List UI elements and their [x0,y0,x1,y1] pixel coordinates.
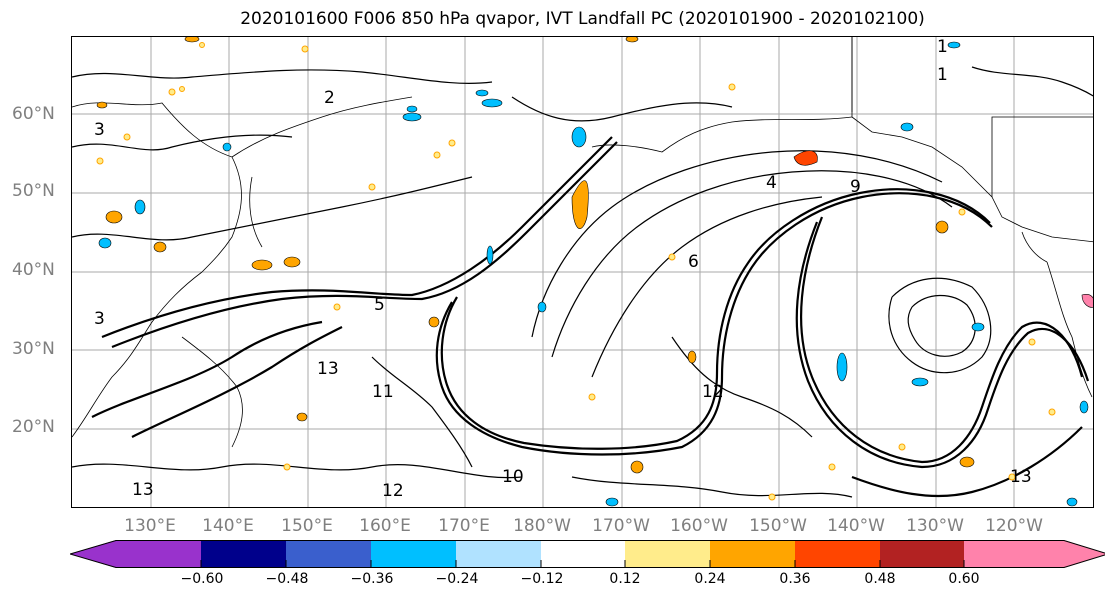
qvapor-patches [96,37,1093,507]
ivt-contours-bold [91,136,1090,498]
lon-label-140e: 140°E [202,516,254,536]
graticule [72,37,1093,507]
map-panel: 1 1 2 3 3 4 5 6 9 10 11 12 12 13 13 13 [71,36,1094,508]
lon-label-180w: 180°W [513,516,571,536]
contour-label: 10 [502,467,524,487]
lon-label-140w: 140°W [827,516,885,536]
lat-label-40n: 40°N [12,260,55,280]
colorbar-bin [456,540,541,568]
colorbar-tick: −0.12 [520,571,564,587]
colorbar-bin [795,540,880,568]
contour-label: 12 [382,481,404,501]
colorbar-tick: 0.24 [694,571,726,587]
colorbar-bin [116,540,201,568]
contour-label: 1 [937,37,948,57]
lon-label-130w: 130°W [906,516,964,536]
contour-labels: 1 1 2 3 3 4 5 6 9 10 11 12 12 13 13 13 [94,37,1032,501]
coastlines [72,37,1093,448]
contour-label: 9 [850,177,861,197]
lon-label-150e: 150°E [281,516,333,536]
contour-label: 13 [132,480,154,500]
lon-label-120w: 120°W [985,516,1043,536]
lon-label-130e: 130°E [124,516,176,536]
colorbar-tick: −0.48 [265,571,309,587]
qvapor-dots [96,42,1056,501]
colorbar-bin [541,540,625,568]
colorbar [70,540,1105,568]
colorbar-tick: 0.12 [609,571,641,587]
colorbar-bin [201,540,286,568]
contour-label: 5 [374,295,385,315]
lon-label-170w: 170°W [592,516,650,536]
colorbar-bin [371,540,456,568]
colorbar-bin [880,540,964,568]
lat-label-60n: 60°N [12,104,55,124]
colorbar-extend-high [1064,540,1105,568]
lon-label-160e: 160°E [359,516,411,536]
lat-label-30n: 30°N [12,339,55,359]
lon-label-160w: 160°W [670,516,728,536]
contour-label: 3 [94,309,105,329]
contour-label: 13 [1010,467,1032,487]
colorbar-tick: −0.24 [435,571,479,587]
contour-label: 3 [94,120,105,140]
lon-label-170e: 170°E [438,516,490,536]
colorbar-bin [964,540,1064,568]
contour-label: 13 [317,359,339,379]
contour-label: 2 [324,88,335,108]
colorbar-bin [710,540,795,568]
colorbar-extend-low [70,540,116,568]
contour-label: 6 [688,252,699,272]
colorbar-tick: 0.48 [864,571,896,587]
contour-label: 1 [937,65,948,85]
colorbar-tick: −0.60 [180,571,224,587]
contour-label: 12 [702,382,724,402]
colorbar-bin [625,540,710,568]
colorbar-tick: 0.60 [948,571,980,587]
colorbar-tick: 0.36 [779,571,811,587]
contour-label: 4 [766,173,777,193]
colorbar-outline [70,540,1105,568]
colorbar-tick: −0.36 [350,571,394,587]
lon-label-150w: 150°W [749,516,807,536]
lat-label-20n: 20°N [12,417,55,437]
colorbar-bin [286,540,371,568]
contour-label: 11 [372,382,394,402]
map-canvas: 1 1 2 3 3 4 5 6 9 10 11 12 12 13 13 13 [72,37,1093,507]
map-title: 2020101600 F006 850 hPa qvapor, IVT Land… [240,9,925,29]
lat-label-50n: 50°N [12,181,55,201]
ivt-contours-thin [72,66,1093,498]
